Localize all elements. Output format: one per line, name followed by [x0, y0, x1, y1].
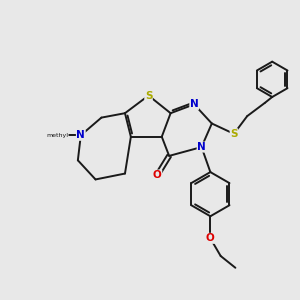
Text: S: S: [230, 129, 238, 139]
Text: N: N: [190, 99, 199, 110]
Text: methyl: methyl: [46, 133, 68, 138]
Text: N: N: [197, 142, 206, 152]
Text: N: N: [76, 130, 85, 140]
Text: O: O: [206, 233, 215, 243]
Text: S: S: [145, 91, 152, 100]
Text: O: O: [153, 170, 162, 180]
